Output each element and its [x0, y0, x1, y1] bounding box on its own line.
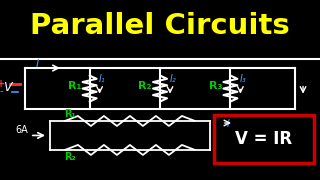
Text: V: V: [3, 81, 11, 94]
Text: R₂: R₂: [64, 152, 76, 162]
Text: I₁: I₁: [99, 74, 106, 84]
Text: R₁: R₁: [64, 109, 76, 119]
Text: V = IR: V = IR: [235, 130, 292, 148]
Text: R₃: R₃: [209, 81, 222, 91]
Text: R₂: R₂: [138, 81, 152, 91]
Text: I₂: I₂: [170, 74, 176, 84]
Text: -: -: [0, 87, 3, 96]
Text: I: I: [35, 59, 39, 69]
Text: +: +: [0, 78, 5, 89]
FancyBboxPatch shape: [214, 115, 314, 163]
Text: Parallel Circuits: Parallel Circuits: [30, 12, 290, 40]
Text: I: I: [227, 119, 229, 129]
Text: 6A: 6A: [16, 125, 28, 135]
Text: R₁: R₁: [68, 81, 81, 91]
Text: I₃: I₃: [240, 74, 247, 84]
